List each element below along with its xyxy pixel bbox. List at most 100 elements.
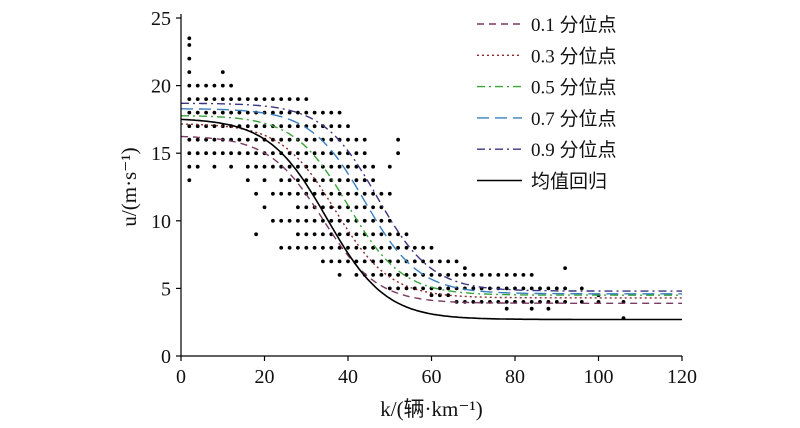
scatter-point-249 (421, 259, 425, 264)
scatter-point-150 (329, 245, 334, 250)
scatter-point-226 (387, 245, 392, 250)
scatter-point-86 (279, 164, 284, 169)
scatter-point-149 (329, 259, 334, 264)
scatter-point-190 (354, 205, 359, 210)
scatter-point-99 (287, 124, 292, 129)
scatter-point-223 (387, 286, 392, 291)
scatter-point-43 (229, 110, 234, 115)
scatter-point-25 (212, 164, 217, 169)
scatter-point-203 (362, 178, 367, 183)
scatter-point-135 (312, 124, 317, 129)
scatter-point-209 (371, 245, 375, 250)
scatter-point-137 (321, 259, 325, 264)
scatter-point-154 (329, 191, 334, 196)
scatter-point-107 (296, 178, 300, 183)
scatter-point-30 (212, 97, 217, 101)
legend-label-3: 0.7 分位点 (531, 108, 617, 130)
scatter-point-253 (429, 273, 434, 277)
scatter-point-152 (329, 218, 334, 223)
scatter-point-117 (304, 205, 309, 210)
scatter-point-6 (187, 97, 192, 101)
scatter-point-202 (362, 191, 367, 196)
scatter-point-20 (204, 137, 209, 142)
scatter-point-27 (212, 137, 217, 142)
scatter-point-143 (321, 178, 325, 183)
scatter-point-195 (354, 137, 359, 142)
scatter-point-68 (262, 164, 267, 169)
scatter-point-59 (254, 191, 258, 196)
scatter-point-55 (245, 124, 250, 129)
scatter-point-233 (396, 259, 400, 264)
scatter-point-280 (488, 273, 492, 277)
scatter-point-270 (463, 273, 467, 277)
scatter-point-261 (446, 286, 451, 291)
scatter-point-180 (346, 178, 350, 183)
legend-label-5: 均值回归 (531, 171, 607, 193)
scatter-point-213 (371, 191, 375, 196)
scatter-point-3 (187, 137, 192, 142)
scatter-point-109 (296, 151, 300, 156)
scatter-point-191 (354, 191, 359, 196)
scatter-point-259 (438, 259, 442, 264)
scatter-point-71 (262, 124, 267, 129)
scatter-point-153 (329, 205, 334, 210)
scatter-point-14 (195, 137, 200, 142)
scatter-point-222 (379, 191, 384, 196)
scatter-point-114 (304, 245, 309, 250)
scatter-point-136 (312, 110, 317, 115)
scatter-point-307 (563, 266, 567, 270)
scatter-point-62 (254, 137, 258, 142)
scatter-point-19 (204, 151, 209, 156)
scatter-point-164 (337, 232, 342, 237)
scatter-point-215 (371, 164, 375, 169)
y-tick-label-2: 10 (151, 211, 171, 233)
scatter-point-286 (504, 286, 509, 291)
scatter-point-8 (187, 70, 192, 74)
scatter-point-53 (245, 151, 250, 156)
scatter-point-274 (471, 273, 476, 277)
scatter-point-206 (362, 137, 367, 142)
scatter-point-169 (337, 164, 342, 169)
scatter-point-220 (379, 218, 384, 223)
scatter-point-304 (554, 286, 559, 291)
scatter-point-245 (412, 259, 417, 264)
scatter-point-77 (271, 151, 275, 156)
scatter-point-29 (212, 110, 217, 115)
series-line-5 (180, 118, 682, 321)
scatter-point-105 (296, 205, 300, 210)
scatter-point-90 (279, 110, 284, 115)
scatter-point-279 (488, 286, 492, 291)
scatter-point-95 (287, 178, 292, 183)
scatter-point-210 (371, 232, 375, 237)
scatter-point-201 (362, 205, 367, 210)
scatter-point-194 (354, 151, 359, 156)
scatter-point-208 (371, 259, 375, 264)
scatter-point-183 (346, 137, 350, 142)
legend-label-2: 0.5 分位点 (531, 77, 617, 99)
scatter-point-38 (220, 70, 225, 74)
scatter-point-35 (220, 110, 225, 115)
scatter-point-13 (195, 151, 200, 156)
scatter-point-160 (329, 110, 334, 115)
scatter-point-96 (287, 164, 292, 169)
scatter-point-134 (312, 137, 317, 142)
x-tick-label-1: 20 (255, 366, 275, 388)
y-tick-label-4: 20 (151, 76, 171, 98)
scatter-point-167 (337, 191, 342, 196)
legend-label-0: 0.1 分位点 (531, 14, 617, 36)
scatter-point-273 (471, 286, 476, 291)
scatter-point-284 (504, 306, 509, 311)
legend-label-4: 0.9 分位点 (531, 139, 617, 161)
scatter-point-16 (195, 110, 200, 115)
scatter-point-166 (337, 205, 342, 210)
scatter-point-251 (429, 293, 434, 298)
scatter-point-266 (454, 273, 459, 277)
scatter-point-242 (404, 232, 409, 237)
scatter-point-247 (421, 286, 425, 291)
scatter-point-217 (379, 259, 384, 264)
scatter-point-219 (379, 232, 384, 237)
scatter-point-83 (279, 218, 284, 223)
scatter-point-241 (404, 245, 409, 250)
